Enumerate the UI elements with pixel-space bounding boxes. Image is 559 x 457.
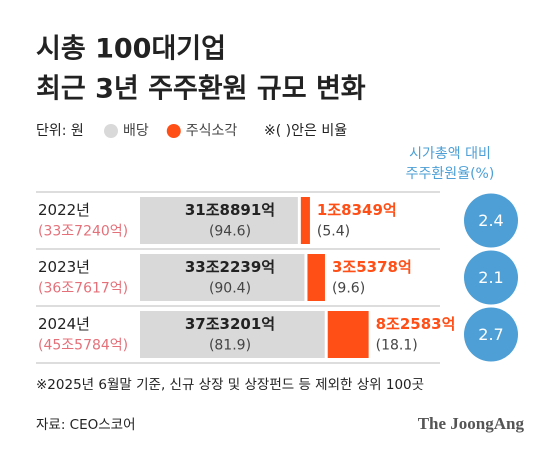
legend-swatch — [104, 124, 118, 138]
dividend-bar — [140, 254, 305, 301]
brand: The JoongAng — [418, 414, 525, 433]
buyback-label: 1조8349억 — [317, 201, 397, 219]
buyback-share: (18.1) — [376, 338, 418, 354]
dividend-bar — [140, 197, 298, 244]
ratio-header: 시가총액 대비 — [409, 146, 491, 162]
buyback-label: 3조5378억 — [332, 258, 412, 276]
dividend-label: 33조2239억 — [185, 258, 275, 276]
buyback-bar — [327, 311, 369, 358]
buyback-label: 8조2583억 — [376, 315, 456, 333]
ratio-label: 2.1 — [478, 268, 503, 287]
total-label: (45조5784억) — [38, 338, 128, 354]
total-label: (36조7617억) — [38, 281, 128, 297]
year-label: 2023년 — [38, 258, 90, 276]
buyback-bar — [307, 254, 325, 301]
legend-swatch — [166, 124, 181, 138]
dividend-label: 31조8891억 — [185, 201, 275, 219]
buyback-share: (9.6) — [332, 281, 365, 297]
year-label: 2024년 — [38, 315, 90, 333]
buyback-bar — [300, 197, 310, 244]
dividend-label: 37조3201억 — [185, 315, 275, 333]
legend-note: ※( )안은 비율 — [264, 123, 347, 139]
title-line: 시총 100대기업 — [36, 34, 226, 65]
footnote: ※2025년 6월말 기준, 신규 상장 및 상장펀드 등 제외한 상위 100… — [36, 377, 424, 393]
year-label: 2022년 — [38, 201, 90, 219]
dividend-share: (90.4) — [209, 281, 251, 297]
unit: 단위: 원 — [36, 123, 84, 139]
buyback-share: (5.4) — [317, 224, 350, 240]
ratio-circle — [464, 193, 518, 248]
source: 자료: CEO스코어 — [36, 417, 136, 433]
dividend-share: (94.6) — [209, 224, 251, 240]
ratio-label: 2.7 — [478, 325, 503, 344]
dividend-bar — [140, 311, 325, 358]
ratio-circle — [464, 307, 518, 362]
legend-label: 주식소각 — [186, 123, 238, 139]
title-line: 최근 3년 주주환원 규모 변화 — [36, 74, 366, 105]
total-label: (33조7240억) — [38, 224, 128, 240]
ratio-label: 2.4 — [478, 211, 503, 230]
dividend-share: (81.9) — [209, 338, 251, 354]
ratio-header: 주주환원율(%) — [406, 166, 495, 182]
legend-label: 배당 — [123, 123, 149, 139]
ratio-circle — [464, 250, 518, 305]
